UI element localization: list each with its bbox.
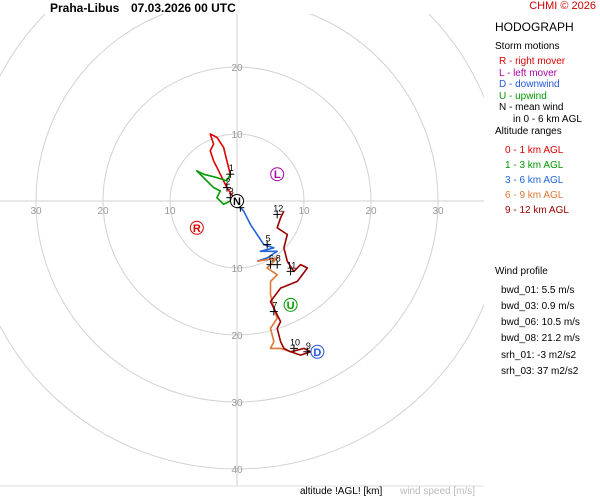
storm-motion-label-d: D	[313, 347, 321, 359]
station-name: Praha-Libus	[50, 1, 120, 15]
height-marker-label-4: 5	[266, 234, 271, 244]
storm-motion-item-4: N - mean wind	[499, 102, 564, 113]
storm-motion-circle-u	[283, 297, 298, 312]
height-marker-label-11: 12	[273, 203, 283, 213]
ring-40	[0, 14, 484, 470]
storm-motion-circle-r	[189, 220, 204, 235]
altitude-range-item-2: 3 - 6 km AGL	[505, 175, 564, 186]
wind-profile-item-1: bwd_03: 0.9 m/s	[501, 301, 575, 312]
y-tick-label-5: 40	[231, 465, 243, 476]
altitude-range-item-4: 9 - 12 km AGL	[505, 205, 569, 216]
wind-profile-item-0: bwd_01: 5.5 m/s	[501, 285, 575, 296]
x-tick-label-5: 30	[432, 206, 444, 217]
storm-motion-item-0: R - right mover	[499, 56, 566, 67]
y-tick-label-0: 20	[231, 63, 243, 74]
y-tick-label-2: 10	[231, 264, 243, 275]
y-tick-label-1: 10	[231, 130, 243, 141]
height-marker-label-0: 1	[229, 163, 234, 173]
wind-profile-item-5: srh_03: 37 m2/s2	[501, 366, 579, 377]
altitude-ranges-title: Altitude ranges	[495, 126, 562, 137]
credit-label: CHMI © 2026	[529, 0, 596, 12]
wind-speed-unit-label: wind speed [m/s]	[400, 486, 476, 497]
altitude-range-item-1: 1 - 3 km AGL	[505, 160, 564, 171]
y-tick-label-3: 20	[231, 331, 243, 342]
storm-motion-item-2: D - downwind	[499, 79, 560, 90]
height-marker-label-7: 8	[276, 254, 281, 264]
storm-motion-label-l: L	[274, 169, 281, 181]
storm-motion-item-5: in 0 - 6 km AGL	[513, 113, 582, 125]
sounding-datetime: 07.03.2026 00 UTC	[131, 1, 236, 15]
x-tick-label-2: 10	[164, 206, 176, 217]
hodograph-series-4	[269, 210, 312, 356]
storm-motion-circle-d	[310, 344, 325, 359]
panel-title: HODOGRAPH	[495, 20, 574, 34]
wind-profile-item-2: bwd_06: 10.5 m/s	[501, 317, 580, 328]
altitude-range-item-3: 6 - 9 km AGL	[505, 190, 564, 201]
altitude-range-item-0: 0 - 1 km AGL	[505, 145, 564, 156]
storm-motion-label-r: R	[193, 223, 201, 235]
wind-profile-item-3: bwd_08: 21.2 m/s	[501, 333, 580, 344]
storm-motion-label-n: N	[233, 196, 241, 208]
y-tick-label-4: 30	[231, 398, 243, 409]
storm-motion-circle-n	[230, 194, 244, 208]
x-tick-label-3: 10	[298, 206, 310, 217]
x-tick-label-4: 20	[365, 206, 377, 217]
height-marker-label-5: 6	[269, 254, 274, 264]
wind-profile-item-4: srh_01: -3 m2/s2	[501, 350, 577, 361]
height-marker-label-2: 3	[229, 187, 234, 197]
hodograph-series-1	[196, 170, 238, 206]
height-marker-label-9: 10	[290, 337, 300, 347]
x-tick-label-1: 20	[97, 206, 109, 217]
height-marker-label-10: 11	[287, 260, 296, 270]
storm-motion-item-3: U - upwind	[499, 90, 547, 102]
storm-motions-title: Storm motions	[495, 41, 560, 52]
storm-motion-item-1: L - left mover	[499, 67, 557, 79]
height-marker-label-1: 2	[225, 177, 230, 187]
storm-motion-label-u: U	[287, 300, 295, 312]
storm-motion-circle-l	[270, 167, 285, 182]
height-marker-label-6: 7	[272, 301, 277, 311]
height-marker-label-8: 9	[306, 341, 311, 351]
wind-profile-title: Wind profile	[495, 266, 548, 277]
altitude-unit-label: altitude !AGL! [km]	[300, 486, 383, 497]
x-tick-label-0: 30	[30, 206, 42, 217]
